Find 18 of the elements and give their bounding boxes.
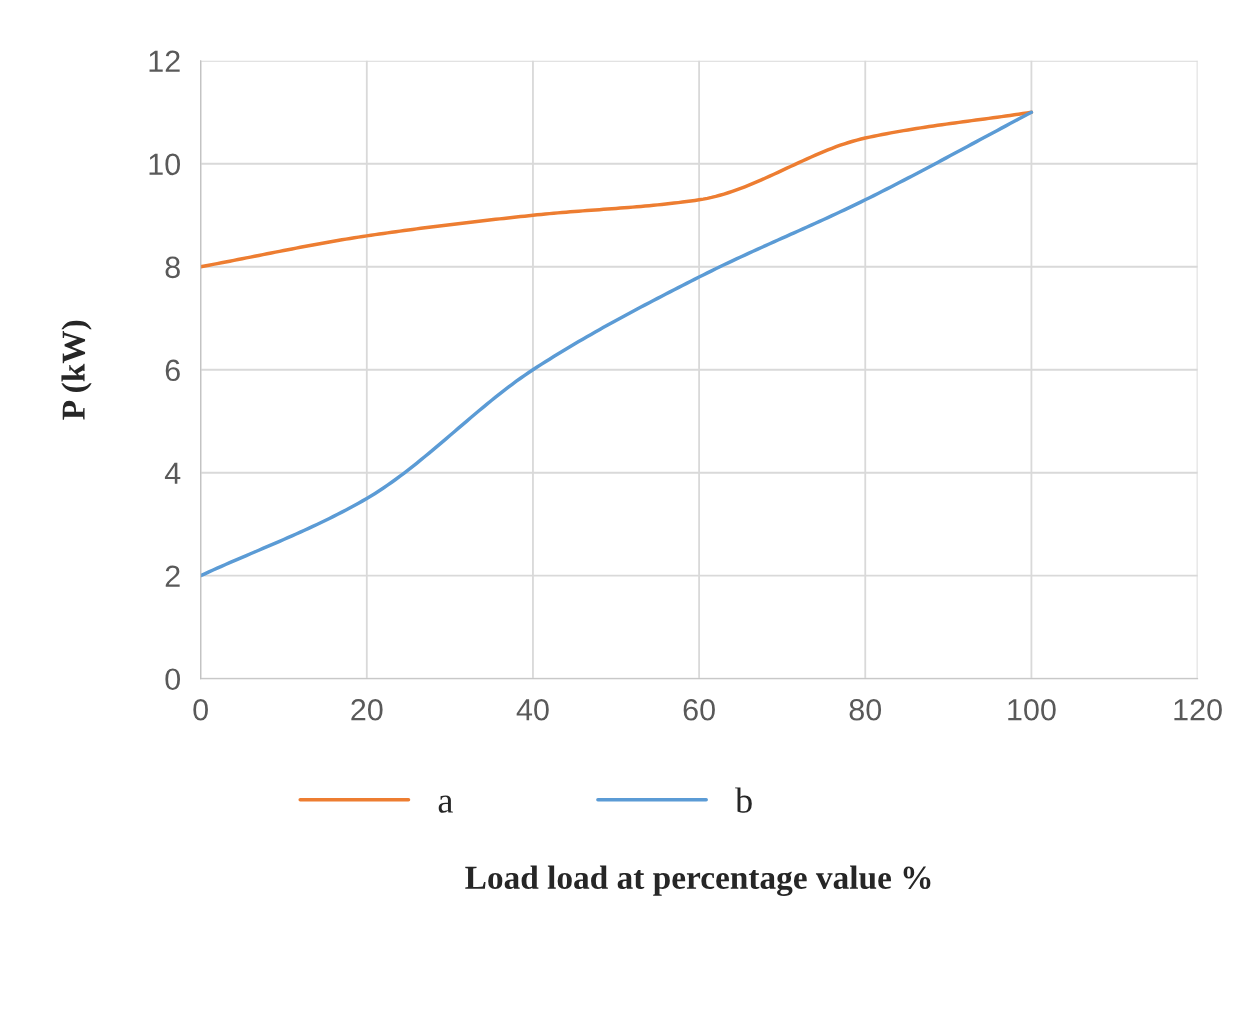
x-axis-title: Load load at percentage value % — [465, 865, 931, 897]
y-tick-label: 12 — [149, 50, 180, 72]
y-tick-label: 4 — [164, 462, 181, 484]
x-tick-label: 60 — [683, 698, 715, 721]
x-tick-label: 120 — [1174, 698, 1222, 721]
y-tick-label: 8 — [165, 256, 180, 279]
y-tick-label: 6 — [165, 359, 180, 382]
x-tick-label: 20 — [351, 698, 383, 721]
y-axis-title: P (kW) — [61, 320, 92, 420]
x-tick-label: 40 — [516, 698, 549, 721]
x-tick-label: 100 — [1008, 698, 1056, 721]
x-tick-label: 80 — [849, 698, 882, 721]
y-tick-label: 0 — [165, 668, 180, 691]
x-tick-label: 0 — [193, 698, 208, 721]
y-tick-label: 10 — [149, 153, 180, 176]
legend-label: b — [735, 787, 752, 813]
legend-label: a — [438, 795, 453, 813]
y-tick-label: 2 — [165, 565, 180, 587]
